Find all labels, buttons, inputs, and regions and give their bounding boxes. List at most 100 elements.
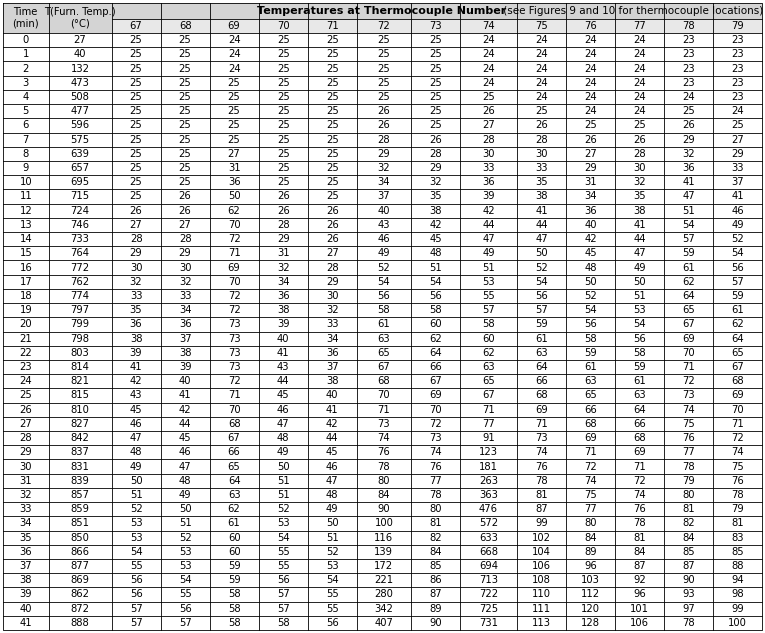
Text: 25: 25 xyxy=(429,120,442,130)
Text: 51: 51 xyxy=(482,263,495,273)
Text: 44: 44 xyxy=(179,419,191,429)
Text: 859: 859 xyxy=(70,504,90,514)
Text: 35: 35 xyxy=(19,532,32,542)
Text: 53: 53 xyxy=(179,547,191,557)
Text: 24: 24 xyxy=(228,49,240,60)
Text: 71: 71 xyxy=(228,248,240,258)
Text: 54: 54 xyxy=(326,575,338,586)
Text: 40: 40 xyxy=(73,49,86,60)
Text: 36: 36 xyxy=(179,320,191,329)
Text: 25: 25 xyxy=(277,120,289,130)
Bar xyxy=(3,389,762,403)
Text: 38: 38 xyxy=(179,348,191,358)
Text: 774: 774 xyxy=(70,291,90,301)
Text: 29: 29 xyxy=(377,149,390,159)
Text: 25: 25 xyxy=(228,120,240,130)
Text: 40: 40 xyxy=(277,334,289,344)
Text: 25: 25 xyxy=(130,106,142,116)
Text: 56: 56 xyxy=(633,334,646,344)
Text: 722: 722 xyxy=(479,589,498,599)
Text: 827: 827 xyxy=(70,419,90,429)
Text: 46: 46 xyxy=(179,448,191,457)
Text: 58: 58 xyxy=(482,320,495,329)
Text: 25: 25 xyxy=(179,163,191,173)
Text: 66: 66 xyxy=(633,419,646,429)
Text: 27: 27 xyxy=(179,220,191,230)
Text: 41: 41 xyxy=(682,177,695,187)
Text: 762: 762 xyxy=(70,277,90,287)
Text: 733: 733 xyxy=(70,234,90,244)
Text: 857: 857 xyxy=(70,490,90,500)
Text: 25: 25 xyxy=(179,49,191,60)
Text: 70: 70 xyxy=(228,220,240,230)
Text: 799: 799 xyxy=(70,320,90,329)
Text: 39: 39 xyxy=(19,589,32,599)
Text: 45: 45 xyxy=(130,404,142,415)
Text: 84: 84 xyxy=(584,532,597,542)
Text: 58: 58 xyxy=(429,305,441,315)
Text: 69: 69 xyxy=(228,21,240,31)
Text: 36: 36 xyxy=(130,320,142,329)
Text: 112: 112 xyxy=(581,589,600,599)
Text: 263: 263 xyxy=(479,476,498,486)
Text: 25: 25 xyxy=(179,35,191,45)
Text: 70: 70 xyxy=(277,21,289,31)
Text: 25: 25 xyxy=(377,49,390,60)
Text: 90: 90 xyxy=(377,504,390,514)
Text: 869: 869 xyxy=(70,575,90,586)
Text: 58: 58 xyxy=(228,604,240,613)
Text: 51: 51 xyxy=(429,263,442,273)
Bar xyxy=(3,559,762,573)
Text: 74: 74 xyxy=(377,433,390,443)
Text: 25: 25 xyxy=(482,92,495,102)
Text: 36: 36 xyxy=(277,291,289,301)
Text: 29: 29 xyxy=(277,234,289,244)
Text: 25: 25 xyxy=(19,391,32,401)
Text: 56: 56 xyxy=(377,291,390,301)
Text: 78: 78 xyxy=(682,21,695,31)
Text: 49: 49 xyxy=(633,263,646,273)
Text: 51: 51 xyxy=(277,476,289,486)
Text: 47: 47 xyxy=(682,191,695,201)
Text: 25: 25 xyxy=(277,177,289,187)
Text: 96: 96 xyxy=(633,589,646,599)
Bar xyxy=(3,445,762,460)
Text: 58: 58 xyxy=(584,334,597,344)
Text: 40: 40 xyxy=(179,376,191,386)
Text: 36: 36 xyxy=(584,206,597,216)
Text: 56: 56 xyxy=(535,291,548,301)
Text: 29: 29 xyxy=(19,448,32,457)
Bar xyxy=(3,303,762,317)
Text: 24: 24 xyxy=(228,35,240,45)
Text: 78: 78 xyxy=(682,618,695,628)
Text: 67: 67 xyxy=(130,21,142,31)
Text: 24: 24 xyxy=(633,49,646,60)
Text: 74: 74 xyxy=(682,404,695,415)
Text: 12: 12 xyxy=(19,206,32,216)
Text: 81: 81 xyxy=(535,490,548,500)
Text: 26: 26 xyxy=(584,135,597,144)
Text: 50: 50 xyxy=(584,277,597,287)
Text: 52: 52 xyxy=(731,234,744,244)
Text: 40: 40 xyxy=(584,220,597,230)
Text: 55: 55 xyxy=(277,561,289,571)
Text: 38: 38 xyxy=(536,191,548,201)
Text: 56: 56 xyxy=(731,263,744,273)
Text: 81: 81 xyxy=(429,518,441,529)
Text: 71: 71 xyxy=(326,21,339,31)
Text: 46: 46 xyxy=(277,404,289,415)
Text: 32: 32 xyxy=(682,149,695,159)
Text: 59: 59 xyxy=(584,348,597,358)
Text: 103: 103 xyxy=(581,575,600,586)
Text: 25: 25 xyxy=(326,163,339,173)
Text: 477: 477 xyxy=(70,106,90,116)
Text: 44: 44 xyxy=(482,220,495,230)
Text: 24: 24 xyxy=(535,92,548,102)
Text: 38: 38 xyxy=(633,206,646,216)
Text: 25: 25 xyxy=(179,78,191,88)
Text: 62: 62 xyxy=(482,348,495,358)
Text: 58: 58 xyxy=(228,618,240,628)
Text: 54: 54 xyxy=(535,277,548,287)
Text: 25: 25 xyxy=(429,63,442,73)
Text: 5: 5 xyxy=(23,106,29,116)
